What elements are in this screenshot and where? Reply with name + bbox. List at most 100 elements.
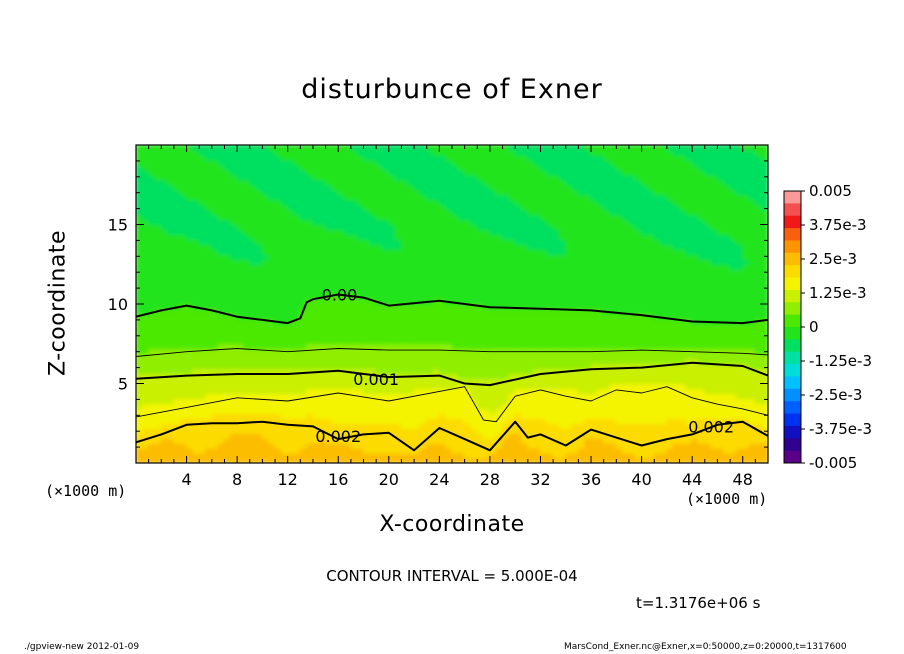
field-cell	[521, 427, 529, 434]
field-cell	[483, 179, 491, 186]
field-cell	[223, 457, 232, 463]
field-cell	[622, 238, 630, 246]
field-cell	[419, 194, 428, 201]
field-cell	[293, 343, 302, 350]
field-cell	[489, 358, 497, 365]
field-cell	[400, 169, 409, 176]
field-cell	[514, 447, 523, 454]
field-cell	[558, 432, 567, 439]
field-cell	[546, 323, 554, 330]
field-cell	[318, 209, 327, 216]
field-cell	[318, 417, 327, 424]
field-cell	[590, 417, 599, 424]
field-cell	[160, 437, 169, 444]
field-cell	[318, 358, 327, 365]
field-cell	[179, 298, 188, 305]
field-cell	[198, 328, 207, 335]
field-cell	[476, 333, 485, 340]
field-cell	[527, 442, 535, 449]
field-cell	[565, 412, 573, 419]
field-cell	[394, 268, 403, 275]
field-cell	[388, 447, 396, 454]
field-cell	[590, 224, 599, 231]
field-cell	[445, 263, 453, 270]
field-cell	[546, 263, 554, 270]
field-cell	[205, 457, 213, 463]
field-cell	[173, 169, 181, 176]
field-cell	[426, 228, 434, 236]
field-cell	[255, 228, 264, 236]
field-cell	[242, 333, 251, 340]
field-cell	[236, 373, 245, 380]
field-cell	[356, 209, 365, 216]
field-cell	[173, 293, 181, 300]
field-cell	[167, 298, 175, 305]
field-cell	[413, 407, 422, 415]
field-cell	[369, 328, 377, 335]
field-cell	[205, 338, 213, 345]
field-cell	[438, 263, 447, 270]
field-cell	[476, 392, 485, 400]
field-cell	[255, 189, 264, 196]
field-cell	[211, 154, 219, 161]
field-cell	[552, 164, 561, 171]
field-cell	[622, 288, 630, 295]
field-cell	[476, 219, 485, 226]
field-cell	[539, 298, 548, 305]
field-cell	[426, 452, 434, 459]
field-cell	[558, 179, 567, 186]
field-cell	[584, 447, 592, 454]
field-cell	[242, 209, 251, 216]
field-cell	[508, 164, 516, 171]
field-cell	[306, 233, 314, 241]
field-cell	[457, 363, 466, 370]
field-cell	[211, 318, 219, 325]
field-cell	[356, 214, 365, 221]
field-cell	[325, 313, 333, 320]
field-cell	[312, 402, 320, 410]
field-cell	[407, 427, 415, 434]
field-cell	[136, 407, 144, 415]
field-cell	[514, 214, 523, 221]
field-cell	[521, 437, 529, 444]
field-cell	[394, 397, 403, 405]
field-cell	[457, 228, 466, 236]
field-cell	[293, 373, 302, 380]
field-cell	[192, 194, 200, 201]
field-cell	[331, 224, 339, 231]
field-cell	[388, 154, 396, 161]
field-cell	[476, 204, 485, 211]
field-cell	[546, 338, 554, 345]
field-cell	[268, 283, 276, 290]
field-cell	[521, 383, 529, 390]
field-cell	[590, 333, 599, 340]
field-cell	[148, 353, 156, 360]
field-cell	[369, 363, 377, 370]
field-cell	[596, 422, 605, 429]
field-cell	[413, 417, 422, 424]
field-cell	[179, 363, 188, 370]
field-cell	[167, 149, 175, 156]
field-cell	[331, 159, 339, 166]
field-cell	[476, 233, 485, 241]
field-cell	[590, 154, 599, 161]
field-cell	[584, 383, 592, 390]
field-cell	[211, 447, 219, 454]
field-cell	[293, 238, 302, 246]
field-cell	[331, 417, 339, 424]
field-cell	[223, 149, 232, 156]
field-cell	[223, 442, 232, 449]
field-cell	[438, 219, 447, 226]
field-cell	[356, 219, 365, 226]
field-cell	[419, 149, 428, 156]
field-cell	[136, 442, 144, 449]
field-cell	[622, 224, 630, 231]
field-cell	[590, 145, 599, 151]
field-cell	[552, 422, 561, 429]
field-cell	[198, 164, 207, 171]
field-cell	[255, 313, 264, 320]
field-cell	[432, 233, 441, 241]
field-cell	[609, 363, 618, 370]
field-cell	[141, 417, 150, 424]
field-cell	[596, 387, 605, 395]
